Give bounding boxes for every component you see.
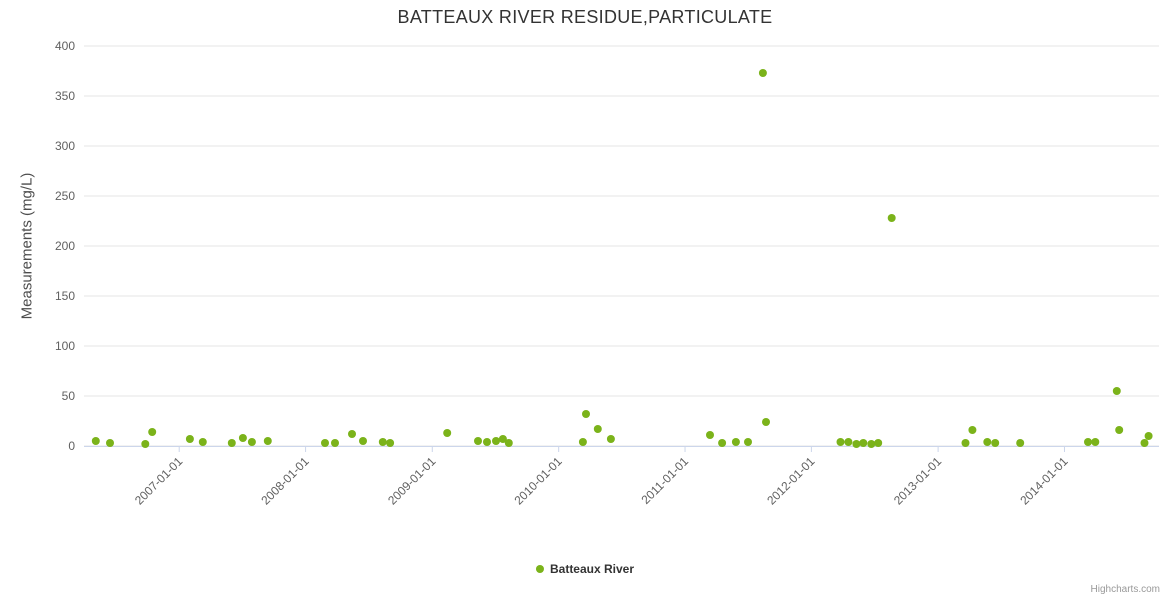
data-point[interactable]: [1115, 426, 1124, 434]
x-axis-tick-label: 2009-01-01: [385, 454, 439, 508]
data-point[interactable]: [1084, 438, 1092, 446]
data-point[interactable]: [443, 429, 452, 437]
data-point[interactable]: [483, 438, 491, 446]
y-axis-tick-label: 300: [55, 139, 75, 153]
data-point[interactable]: [1144, 432, 1153, 440]
y-axis-tick-label: 0: [68, 439, 75, 453]
y-axis-tick-label: 400: [55, 39, 75, 53]
x-axis-tick-label: 2011-01-01: [638, 454, 691, 507]
legend-item[interactable]: Batteaux River: [535, 562, 635, 576]
data-point[interactable]: [1112, 387, 1121, 395]
data-point[interactable]: [148, 428, 157, 436]
data-point[interactable]: [106, 439, 114, 447]
data-point[interactable]: [844, 438, 853, 446]
x-axis-tick-label: 2012-01-01: [764, 454, 818, 508]
data-point[interactable]: [263, 437, 272, 445]
x-axis-tick-label: 2010-01-01: [511, 454, 565, 508]
data-point[interactable]: [185, 435, 194, 443]
data-point[interactable]: [859, 439, 868, 447]
y-axis-tick-label: 150: [55, 289, 75, 303]
data-point[interactable]: [1140, 439, 1149, 447]
data-point[interactable]: [968, 426, 977, 434]
data-point[interactable]: [238, 434, 247, 442]
data-point[interactable]: [582, 410, 590, 418]
x-axis-tick-label: 2007-01-01: [132, 454, 186, 508]
data-point[interactable]: [1091, 438, 1100, 446]
data-point[interactable]: [247, 438, 256, 446]
y-axis-tick-label: 350: [55, 89, 75, 103]
data-point[interactable]: [91, 437, 100, 445]
x-axis-tick-label: 2013-01-01: [891, 454, 945, 508]
data-point[interactable]: [593, 425, 602, 433]
data-point[interactable]: [718, 439, 727, 447]
data-point[interactable]: [492, 437, 500, 445]
data-point[interactable]: [474, 437, 482, 445]
data-point[interactable]: [836, 438, 845, 446]
data-point[interactable]: [744, 438, 752, 446]
data-point[interactable]: [983, 438, 992, 446]
chart-title: BATTEAUX RIVER RESIDUE,PARTICULATE: [397, 7, 773, 27]
data-point[interactable]: [852, 440, 861, 448]
data-point[interactable]: [141, 440, 150, 448]
data-point[interactable]: [378, 438, 387, 446]
data-point[interactable]: [498, 435, 507, 443]
x-axis-tick-label: 2008-01-01: [258, 454, 312, 508]
data-point[interactable]: [359, 437, 367, 445]
data-point[interactable]: [578, 438, 587, 446]
highcharts-credit[interactable]: Highcharts.com: [1090, 584, 1160, 595]
data-point[interactable]: [961, 439, 970, 447]
data-point[interactable]: [321, 439, 329, 447]
data-point[interactable]: [198, 438, 207, 446]
data-point[interactable]: [762, 418, 770, 426]
data-point[interactable]: [758, 69, 767, 77]
data-point[interactable]: [731, 438, 740, 446]
data-point[interactable]: [874, 439, 883, 447]
data-point[interactable]: [706, 431, 714, 439]
data-point[interactable]: [227, 439, 236, 447]
y-axis-tick-label: 250: [55, 189, 75, 203]
x-axis-tick-label: 2014-01-01: [1017, 454, 1071, 508]
data-point[interactable]: [606, 435, 615, 443]
data-point[interactable]: [1016, 439, 1025, 447]
y-axis-tick-label: 200: [55, 239, 75, 253]
data-point[interactable]: [348, 430, 356, 438]
data-point[interactable]: [991, 439, 1000, 447]
data-point[interactable]: [386, 439, 395, 447]
legend-marker-icon: [535, 565, 544, 573]
y-axis-tick-label: 50: [62, 389, 76, 403]
data-point[interactable]: [887, 214, 896, 222]
data-point[interactable]: [331, 439, 339, 447]
legend-series-label: Batteaux River: [549, 562, 635, 576]
data-point[interactable]: [867, 440, 876, 448]
data-point[interactable]: [504, 439, 513, 447]
y-axis-tick-label: 100: [55, 339, 75, 353]
